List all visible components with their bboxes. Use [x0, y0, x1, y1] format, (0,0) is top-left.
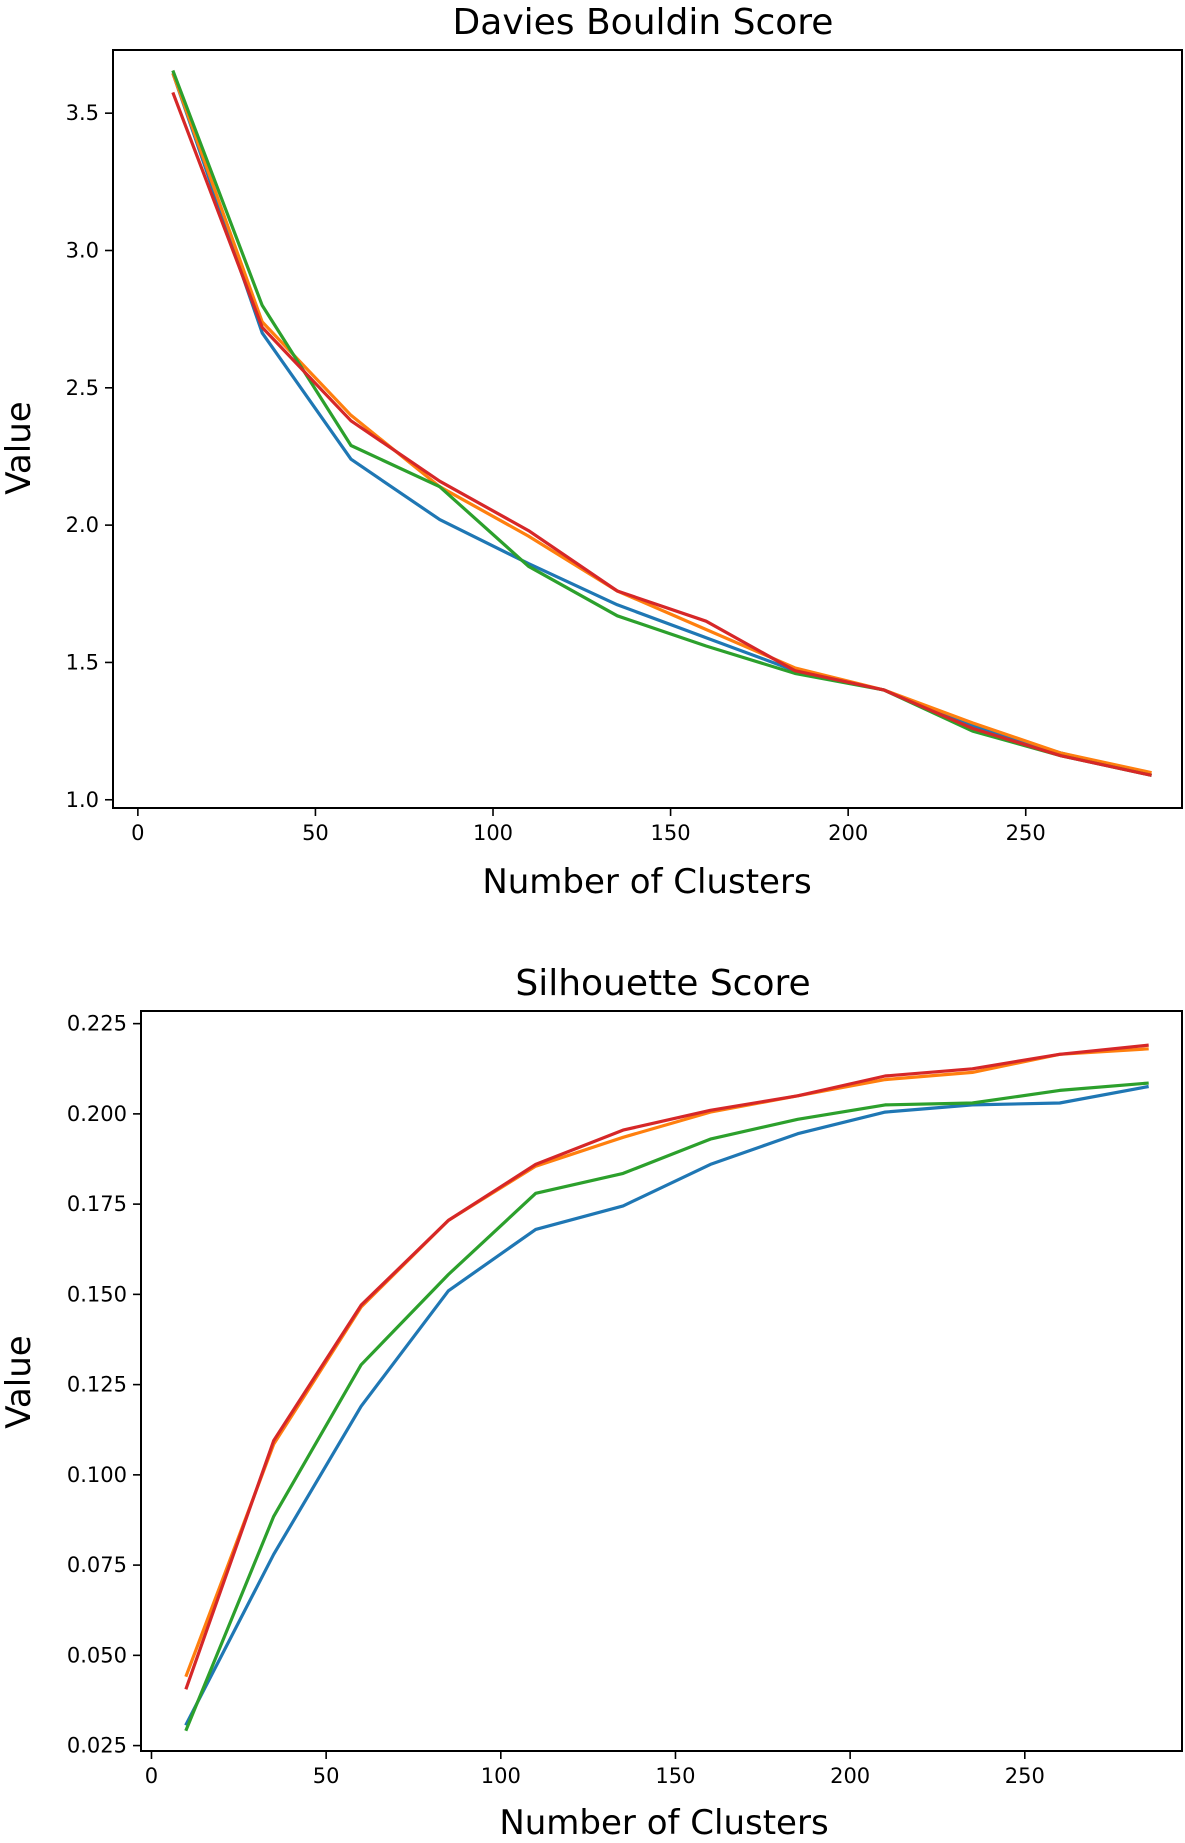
x-tick-label: 250: [1005, 1764, 1045, 1788]
x-tick-label: 150: [655, 1764, 695, 1788]
series-line-red: [171, 91, 1152, 777]
y-tick-label: 3.5: [66, 101, 99, 125]
x-tick-label: 100: [481, 1764, 521, 1788]
y-tick-label: 0.225: [67, 1012, 127, 1036]
x-tick-label: 0: [131, 821, 144, 845]
x-tick-label: 50: [302, 821, 329, 845]
x-axis-label: Number of Clusters: [482, 862, 811, 902]
x-tick-label: 0: [145, 1764, 158, 1788]
y-axis-label: Value: [0, 401, 39, 494]
chart-davies-bouldin: Davies Bouldin Score 0 50 100 150 200 250 1.0 1…: [0, 2, 1183, 902]
y-tick-label: 2.0: [66, 513, 99, 537]
x-tick-label: 200: [830, 1764, 870, 1788]
series-lines: [184, 1043, 1149, 1732]
y-tick-label: 0.050: [67, 1643, 127, 1667]
axis-ticks: 0 50 100 150 200 250 1.0 1.5 2.0 2.5 3.0 3.5: [66, 101, 1046, 845]
y-tick-label: 0.175: [67, 1192, 127, 1216]
x-tick-label: 250: [1006, 821, 1046, 845]
x-tick-label: 50: [313, 1764, 340, 1788]
series-line-red: [184, 1043, 1149, 1690]
y-tick-label: 0.100: [67, 1463, 127, 1487]
plot-frame: [140, 1010, 1183, 1752]
chart-title: Davies Bouldin Score: [453, 2, 834, 43]
y-tick-label: 0.075: [67, 1553, 127, 1577]
series-line-green: [171, 69, 1152, 777]
y-tick-label: 0.025: [67, 1734, 127, 1758]
chart-title: Silhouette Score: [515, 963, 810, 1004]
x-tick-label: 150: [651, 821, 691, 845]
series-line-blue: [171, 72, 1152, 777]
y-tick-label: 3.0: [66, 238, 99, 262]
series-line-orange: [171, 72, 1152, 775]
y-tick-label: 1.5: [66, 650, 99, 674]
series-line-blue: [184, 1084, 1149, 1727]
y-tick-label: 0.200: [67, 1102, 127, 1126]
y-tick-label: 2.5: [66, 376, 99, 400]
chart-silhouette: Silhouette Score 0 50 100 150 200 250 0.025 0.0…: [0, 963, 1183, 1843]
x-tick-label: 100: [473, 821, 513, 845]
series-line-green: [184, 1081, 1149, 1732]
series-lines: [171, 69, 1152, 777]
x-axis-label: Number of Clusters: [499, 1803, 828, 1838]
plot-frame: [112, 49, 1183, 809]
axis-ticks: 0 50 100 150 200 250 0.025 0.050 0.075 0.100 0.125…: [67, 1012, 1045, 1788]
y-axis-label: Value: [0, 1335, 39, 1428]
y-tick-label: 0.150: [67, 1282, 127, 1306]
y-tick-label: 1.0: [66, 788, 99, 812]
y-tick-label: 0.125: [67, 1373, 127, 1397]
series-line-orange: [184, 1047, 1149, 1678]
x-tick-label: 200: [828, 821, 868, 845]
